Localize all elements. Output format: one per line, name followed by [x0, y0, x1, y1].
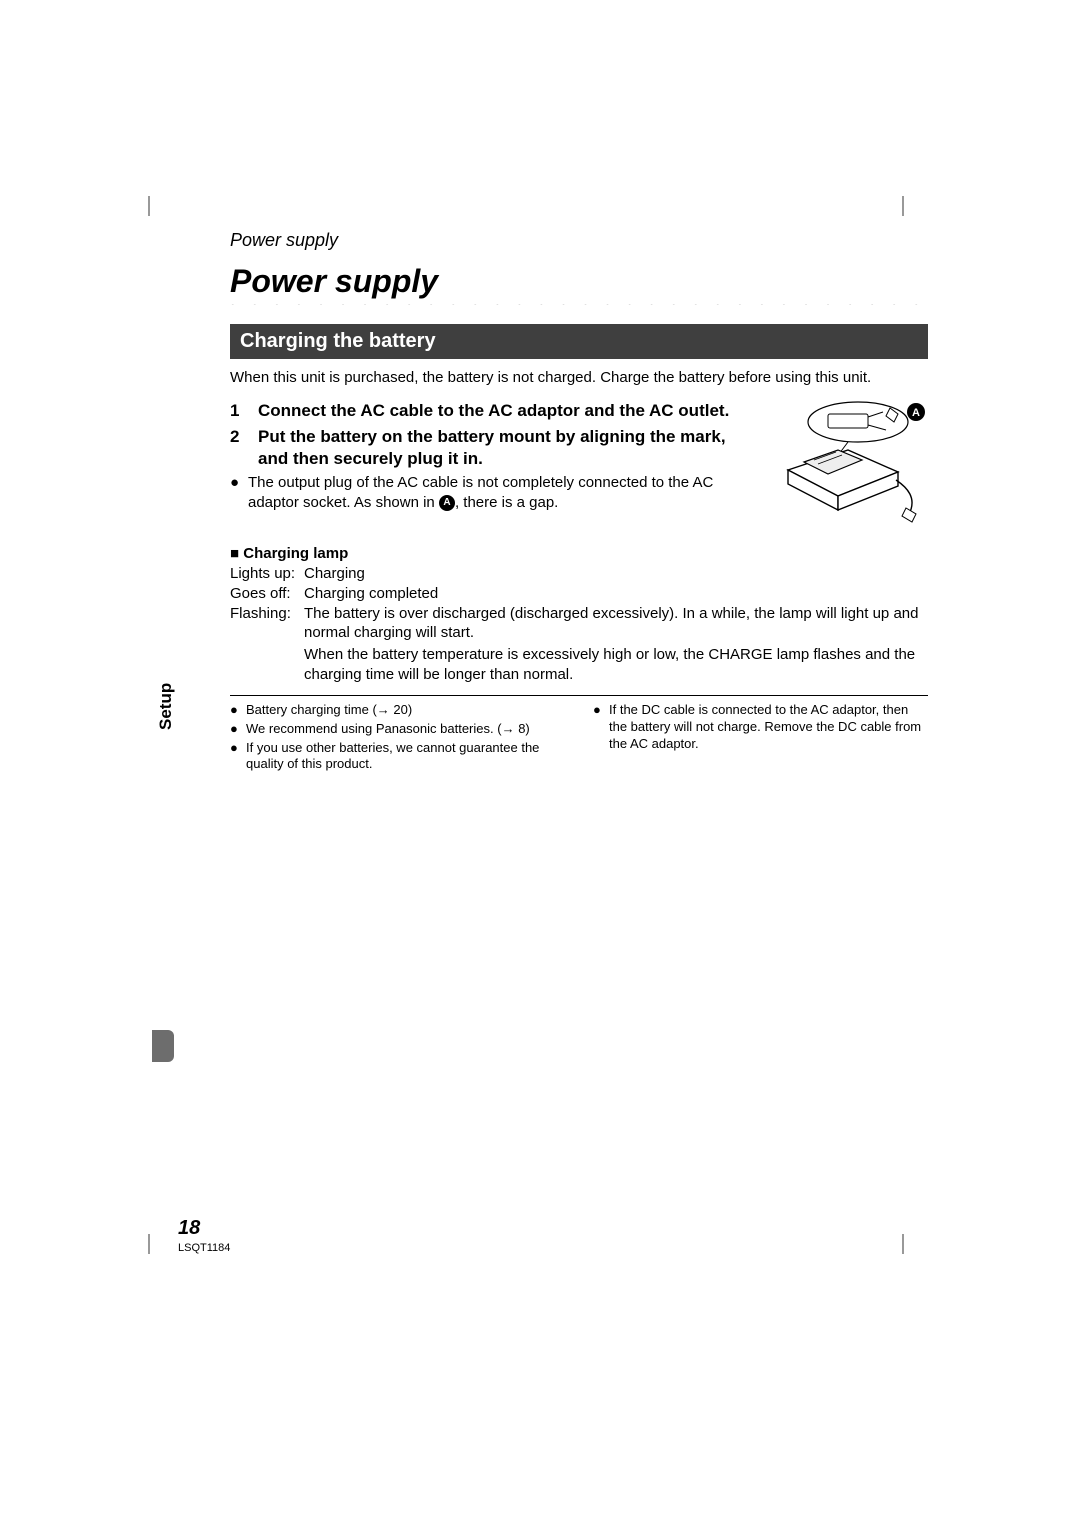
- lamp-key: Flashing:: [230, 604, 298, 644]
- step-text: Put the battery on the battery mount by …: [258, 426, 754, 470]
- step-text: Connect the AC cable to the AC adaptor a…: [258, 400, 729, 422]
- horizontal-rule: [230, 695, 928, 696]
- lamp-row: Flashing: The battery is over discharged…: [230, 604, 928, 644]
- notes-right: ● If the DC cable is connected to the AC…: [593, 702, 928, 776]
- bullet-icon: ●: [230, 721, 240, 738]
- svg-text:A: A: [912, 407, 920, 419]
- doc-code: LSQT1184: [178, 1242, 230, 1254]
- lamp-val: Charging: [304, 564, 928, 584]
- title-row: Power supply: [230, 263, 928, 300]
- bullet-icon: ●: [593, 702, 603, 753]
- page-title: Power supply: [230, 263, 438, 300]
- lamp-val: The battery is over discharged (discharg…: [304, 604, 928, 644]
- bullet-icon: ●: [230, 740, 240, 774]
- step-number: 1: [230, 400, 244, 422]
- steps-text: 1 Connect the AC cable to the AC adaptor…: [230, 400, 754, 535]
- manual-page: Power supply Power supply Charging the b…: [0, 0, 1080, 1528]
- step-note-text: The output plug of the AC cable is not c…: [248, 473, 754, 513]
- note-text: If the DC cable is connected to the AC a…: [609, 702, 928, 753]
- lamp-row: Goes off: Charging completed: [230, 584, 928, 604]
- steps-block: 1 Connect the AC cable to the AC adaptor…: [230, 400, 928, 535]
- page-number: 18: [178, 1217, 230, 1240]
- crop-mark: [902, 196, 904, 216]
- page-footer: 18 LSQT1184: [178, 1217, 230, 1254]
- note-text: Battery charging time (20): [246, 702, 412, 719]
- crop-mark: [902, 1234, 904, 1254]
- side-tab-block: [152, 1030, 174, 1062]
- notes-columns: ● Battery charging time (20) ● We recomm…: [230, 702, 928, 776]
- step-2: 2 Put the battery on the battery mount b…: [230, 426, 754, 470]
- lamp-extra: When the battery temperature is excessiv…: [304, 645, 928, 685]
- note-item: ● We recommend using Panasonic batteries…: [230, 721, 565, 738]
- bullet-icon: ●: [230, 702, 240, 719]
- lamp-key: Goes off:: [230, 584, 298, 604]
- crop-mark: [148, 1234, 150, 1254]
- note-text: If you use other batteries, we cannot gu…: [246, 740, 565, 774]
- note-text: We recommend using Panasonic batteries. …: [246, 721, 530, 738]
- lamp-key: Lights up:: [230, 564, 298, 584]
- step-number: 2: [230, 426, 244, 470]
- crop-mark: [148, 196, 150, 216]
- bullet-icon: ●: [230, 473, 240, 513]
- intro-text: When this unit is purchased, the battery…: [230, 369, 928, 386]
- dotted-rule: [230, 299, 928, 305]
- step-note: ● The output plug of the AC cable is not…: [230, 473, 754, 513]
- section-heading: Charging the battery: [230, 324, 928, 359]
- note-item: ● If you use other batteries, we cannot …: [230, 740, 565, 774]
- breadcrumb: Power supply: [230, 230, 928, 251]
- lamp-val: Charging completed: [304, 584, 928, 604]
- charging-lamp-table: Lights up: Charging Goes off: Charging c…: [230, 564, 928, 685]
- charger-illustration: A: [768, 400, 928, 535]
- note-item: ● If the DC cable is connected to the AC…: [593, 702, 928, 753]
- charging-lamp-heading: Charging lamp: [230, 545, 928, 562]
- note-item: ● Battery charging time (20): [230, 702, 565, 719]
- marker-a-icon: A: [439, 495, 455, 511]
- side-tab-label: Setup: [156, 683, 176, 730]
- step-1: 1 Connect the AC cable to the AC adaptor…: [230, 400, 754, 422]
- note-post: , there is a gap.: [455, 494, 558, 511]
- lamp-row: Lights up: Charging: [230, 564, 928, 584]
- notes-left: ● Battery charging time (20) ● We recomm…: [230, 702, 565, 776]
